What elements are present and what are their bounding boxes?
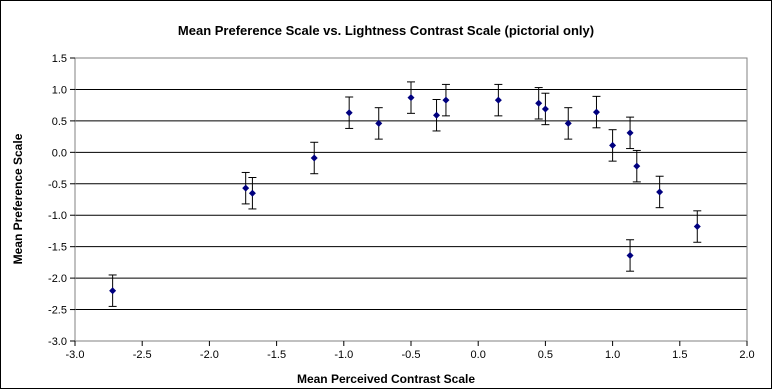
x-tick-label: -1.0 — [334, 349, 353, 361]
data-point — [248, 176, 257, 210]
point-marker — [609, 141, 617, 149]
data-point — [374, 107, 383, 140]
data-point — [432, 99, 441, 132]
x-tick-label: 2.0 — [739, 349, 754, 361]
data-point — [441, 83, 450, 117]
y-axis-label: Mean Preference Scale — [11, 133, 25, 264]
y-tick-label: -0.5 — [48, 179, 67, 191]
point-marker — [310, 154, 318, 162]
point-marker — [242, 184, 250, 192]
point-marker — [626, 251, 634, 259]
data-point — [693, 210, 702, 243]
data-point — [626, 239, 635, 272]
data-point — [310, 141, 319, 175]
point-marker — [375, 119, 383, 127]
data-point — [108, 274, 117, 307]
y-tick-label: -2.0 — [48, 273, 67, 285]
data-point — [655, 175, 664, 209]
y-tick-label: -2.5 — [48, 305, 67, 317]
data-point — [592, 95, 601, 129]
data-point — [407, 81, 415, 114]
x-axis-ticks: -3.0 -2.5 -2.0 -1.5 -1.0 -0.5 0.0 0.5 1.0 1.5 2.0 — [66, 341, 755, 361]
point-marker — [442, 96, 450, 104]
y-tick-label: 0.5 — [52, 116, 67, 128]
data-point — [626, 116, 635, 150]
point-marker — [248, 189, 256, 197]
y-tick-label: 0.0 — [52, 147, 67, 159]
point-marker — [626, 129, 634, 137]
x-tick-label: -2.0 — [200, 349, 219, 361]
x-tick-label: 0.5 — [538, 349, 553, 361]
x-tick-label: -3.0 — [66, 349, 85, 361]
x-axis-label: Mean Perceived Contrast Scale — [297, 372, 475, 386]
data-point — [494, 83, 503, 117]
x-tick-label: 1.0 — [605, 349, 620, 361]
y-tick-label: -1.5 — [48, 242, 67, 254]
y-tick-label: 1.0 — [52, 84, 67, 96]
point-marker — [494, 96, 502, 104]
point-marker — [693, 223, 701, 231]
data-point — [608, 129, 617, 162]
point-marker — [535, 99, 543, 107]
point-marker — [633, 162, 641, 170]
x-tick-label: 1.5 — [672, 349, 687, 361]
x-tick-label: -0.5 — [402, 349, 421, 361]
data-point — [541, 92, 550, 126]
data-point — [564, 107, 573, 140]
point-marker — [433, 111, 441, 119]
y-axis-ticks: 1.5 1.0 0.5 0.0 -0.5 -1.0 -1.5 -2.0 -2.5 -3.0 — [48, 53, 75, 348]
point-marker — [407, 94, 415, 102]
point-marker — [541, 105, 549, 113]
data-points — [108, 81, 702, 307]
x-tick-label: -2.5 — [133, 349, 152, 361]
x-tick-label: 0.0 — [471, 349, 486, 361]
point-marker — [564, 119, 572, 127]
data-point — [241, 171, 250, 205]
data-point — [632, 149, 641, 183]
chart-title: Mean Preference Scale vs. Lightness Cont… — [178, 23, 594, 38]
point-marker — [656, 188, 664, 196]
point-marker — [345, 109, 353, 117]
point-marker — [592, 108, 600, 116]
y-tick-label: -3.0 — [48, 336, 67, 348]
x-tick-label: -1.5 — [267, 349, 286, 361]
y-tick-label: -1.0 — [48, 210, 67, 222]
data-point — [345, 96, 354, 129]
point-marker — [109, 287, 117, 295]
data-point — [534, 87, 543, 120]
y-tick-label: 1.5 — [52, 53, 67, 65]
